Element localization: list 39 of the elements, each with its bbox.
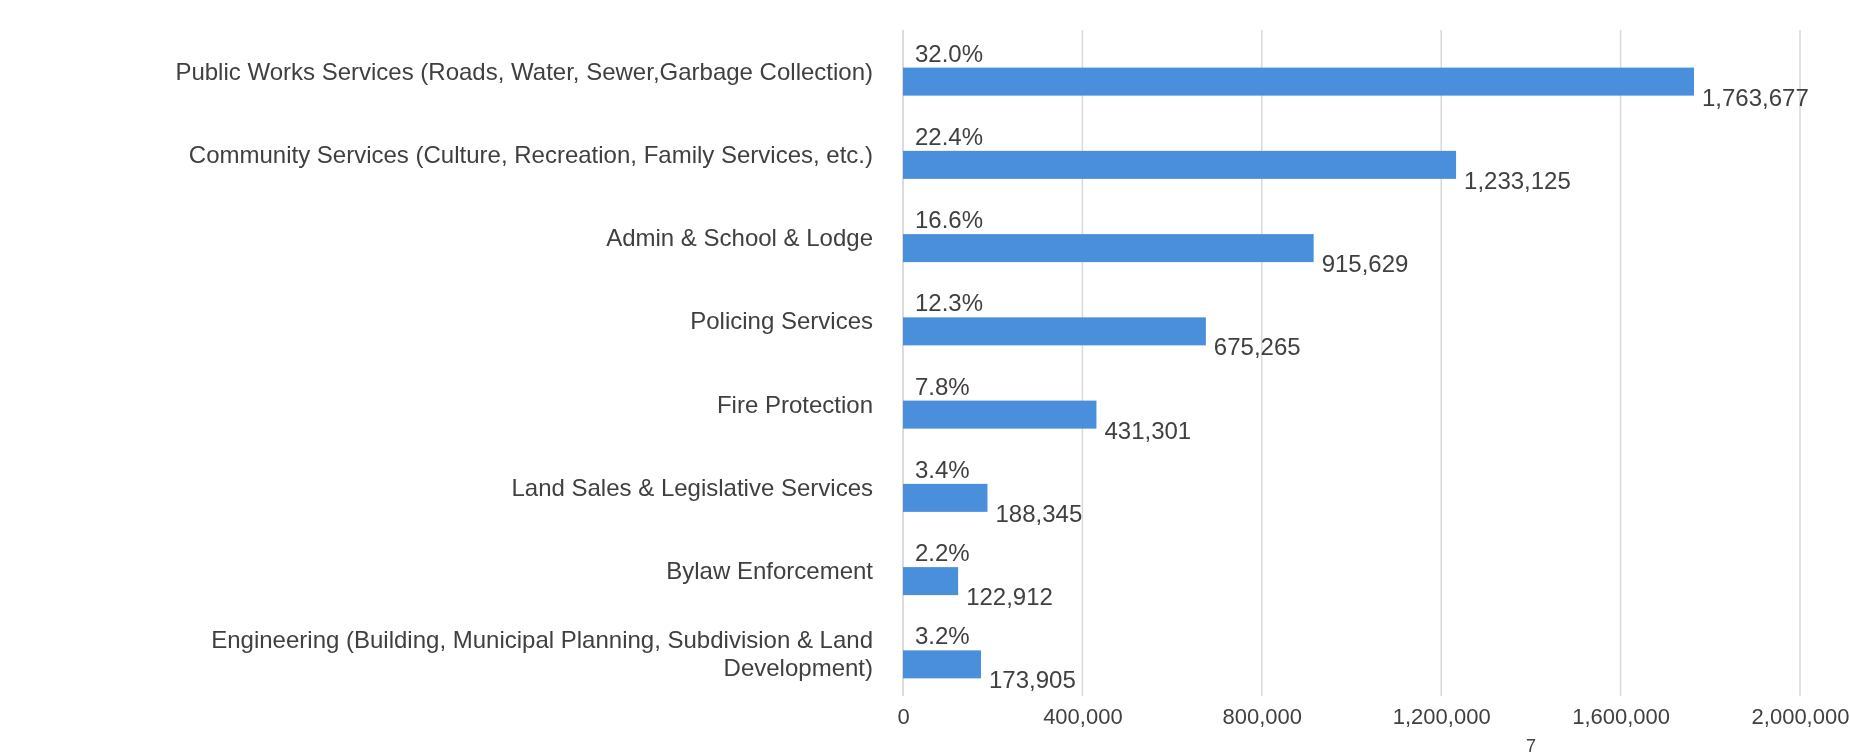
data-label: 1,233,125 xyxy=(1464,166,1571,194)
y-tick-label: Admin & School & Lodge xyxy=(606,224,873,252)
data-label: 675,265 xyxy=(1213,333,1301,361)
x-tick-label: 800,000 xyxy=(1222,703,1303,729)
text: 7 xyxy=(1525,736,1536,756)
x-tick-label: 1,200,000 xyxy=(1392,703,1491,729)
bar xyxy=(903,150,1457,179)
x-tick-label: 2,000,000 xyxy=(1751,703,1850,729)
y-tick-label: Bylaw Enforcement xyxy=(666,557,874,585)
bar xyxy=(903,317,1206,346)
data-label: 188,345 xyxy=(995,499,1083,527)
annotation: 16.6% xyxy=(915,206,984,234)
bar xyxy=(903,67,1695,96)
x-tick-label: 400,000 xyxy=(1043,703,1123,729)
y-tick-label: Community Services (Culture, Recreation, Family Services, etc.) xyxy=(188,140,873,168)
data-label: 915,629 xyxy=(1321,250,1409,278)
data-label: 122,912 xyxy=(966,583,1053,611)
x-tick-label: 0 xyxy=(897,703,910,729)
bar xyxy=(903,400,1097,429)
annotation: 2.2% xyxy=(915,539,970,567)
bar xyxy=(903,483,988,512)
annotation: 12.3% xyxy=(915,289,984,317)
y-tick-label: Land Sales & Legislative Services xyxy=(511,473,873,501)
data-label: 431,301 xyxy=(1104,416,1192,444)
y-tick-label: Public Works Services (Roads, Water, Sewer,Garbage Collection) xyxy=(175,57,873,85)
y-tick-label: Policing Services xyxy=(690,307,873,335)
y-tick-label: Engineering (Building, Municipal Planning, Subdivision & Land Development) xyxy=(211,626,873,682)
y-tick-label: Fire Protection xyxy=(716,390,873,418)
annotation: 32.0% xyxy=(915,39,984,67)
bar xyxy=(903,234,1314,263)
x-tick-label: 1,600,000 xyxy=(1572,703,1671,729)
annotation: 7.8% xyxy=(915,372,970,400)
data-label: 1,763,677 xyxy=(1702,83,1809,111)
bar xyxy=(903,650,981,679)
annotation: 3.2% xyxy=(915,622,970,650)
data-label: 173,905 xyxy=(989,666,1076,694)
bar xyxy=(903,567,959,596)
annotation: 3.4% xyxy=(915,455,970,483)
annotation: 22.4% xyxy=(915,122,984,150)
